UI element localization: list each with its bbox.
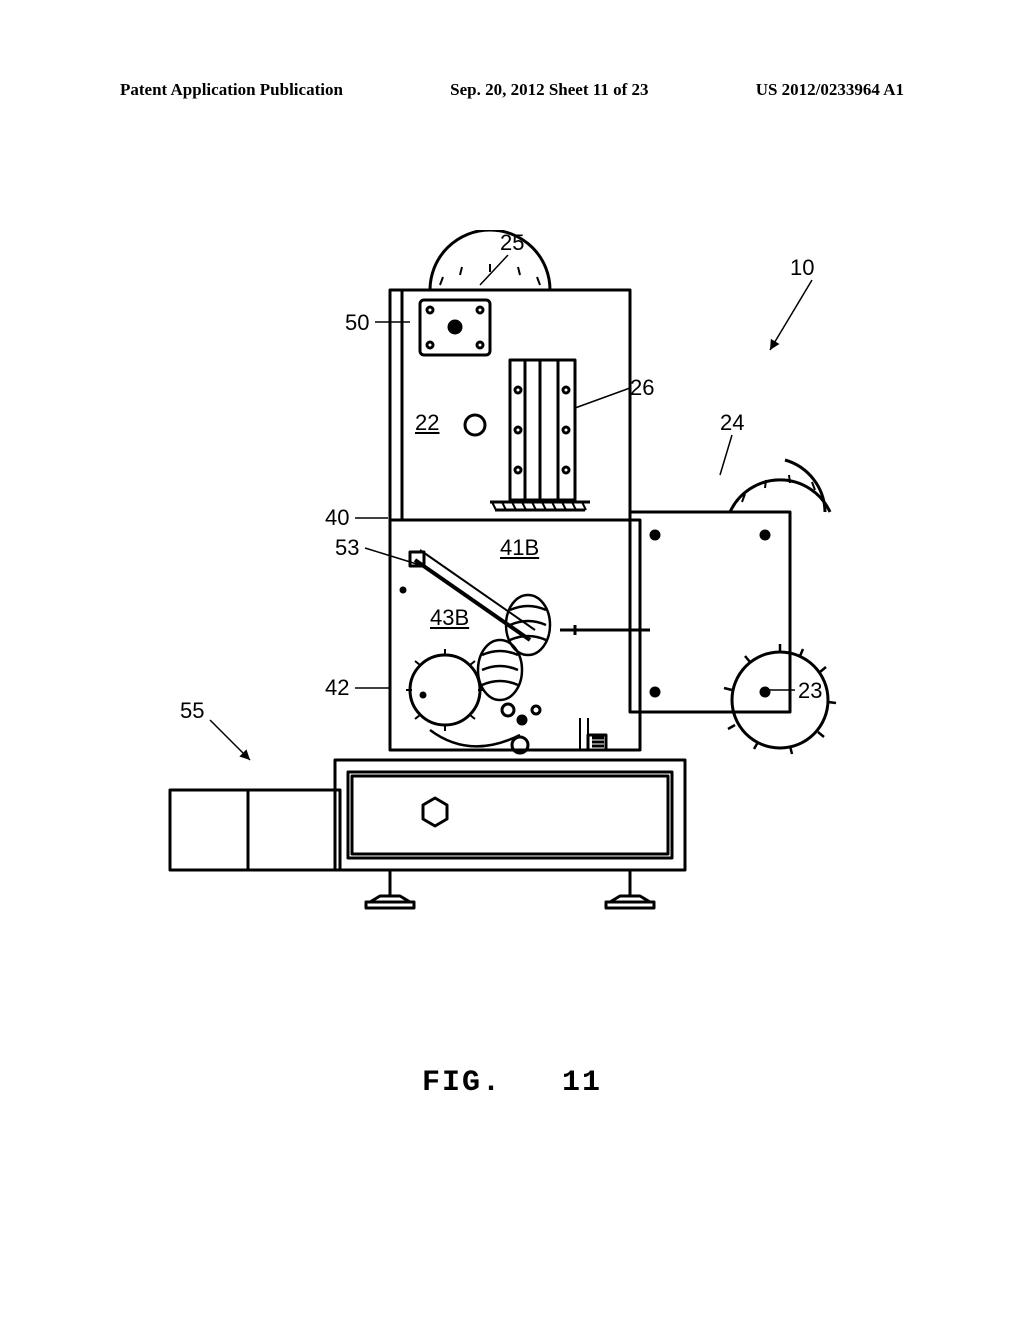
ref-label-43B: 43B [430, 605, 469, 631]
ref-label-10: 10 [790, 255, 814, 281]
ref-label-42: 42 [325, 675, 349, 701]
ref-label-41B: 41B [500, 535, 539, 561]
patent-drawing [130, 230, 890, 950]
figure-caption-prefix: FIG. [422, 1066, 502, 1100]
header-left: Patent Application Publication [120, 80, 343, 100]
ref-label-22: 22 [415, 410, 439, 436]
ref-label-53: 53 [335, 535, 359, 561]
header-center: Sep. 20, 2012 Sheet 11 of 23 [450, 80, 648, 100]
figure-11: 10 25 50 22 26 24 40 53 41B 43B 42 23 55 [130, 230, 890, 950]
ref-label-23: 23 [798, 678, 822, 704]
ref-label-26: 26 [630, 375, 654, 401]
ref-label-40: 40 [325, 505, 349, 531]
figure-caption: FIG. 11 [0, 1066, 1024, 1100]
header-right: US 2012/0233964 A1 [756, 80, 904, 100]
ref-label-24: 24 [720, 410, 744, 436]
ref-label-55: 55 [180, 698, 204, 724]
ref-label-25: 25 [500, 230, 524, 256]
page-header: Patent Application Publication Sep. 20, … [0, 80, 1024, 100]
ref-label-50: 50 [345, 310, 369, 336]
figure-caption-number: 11 [562, 1066, 602, 1100]
